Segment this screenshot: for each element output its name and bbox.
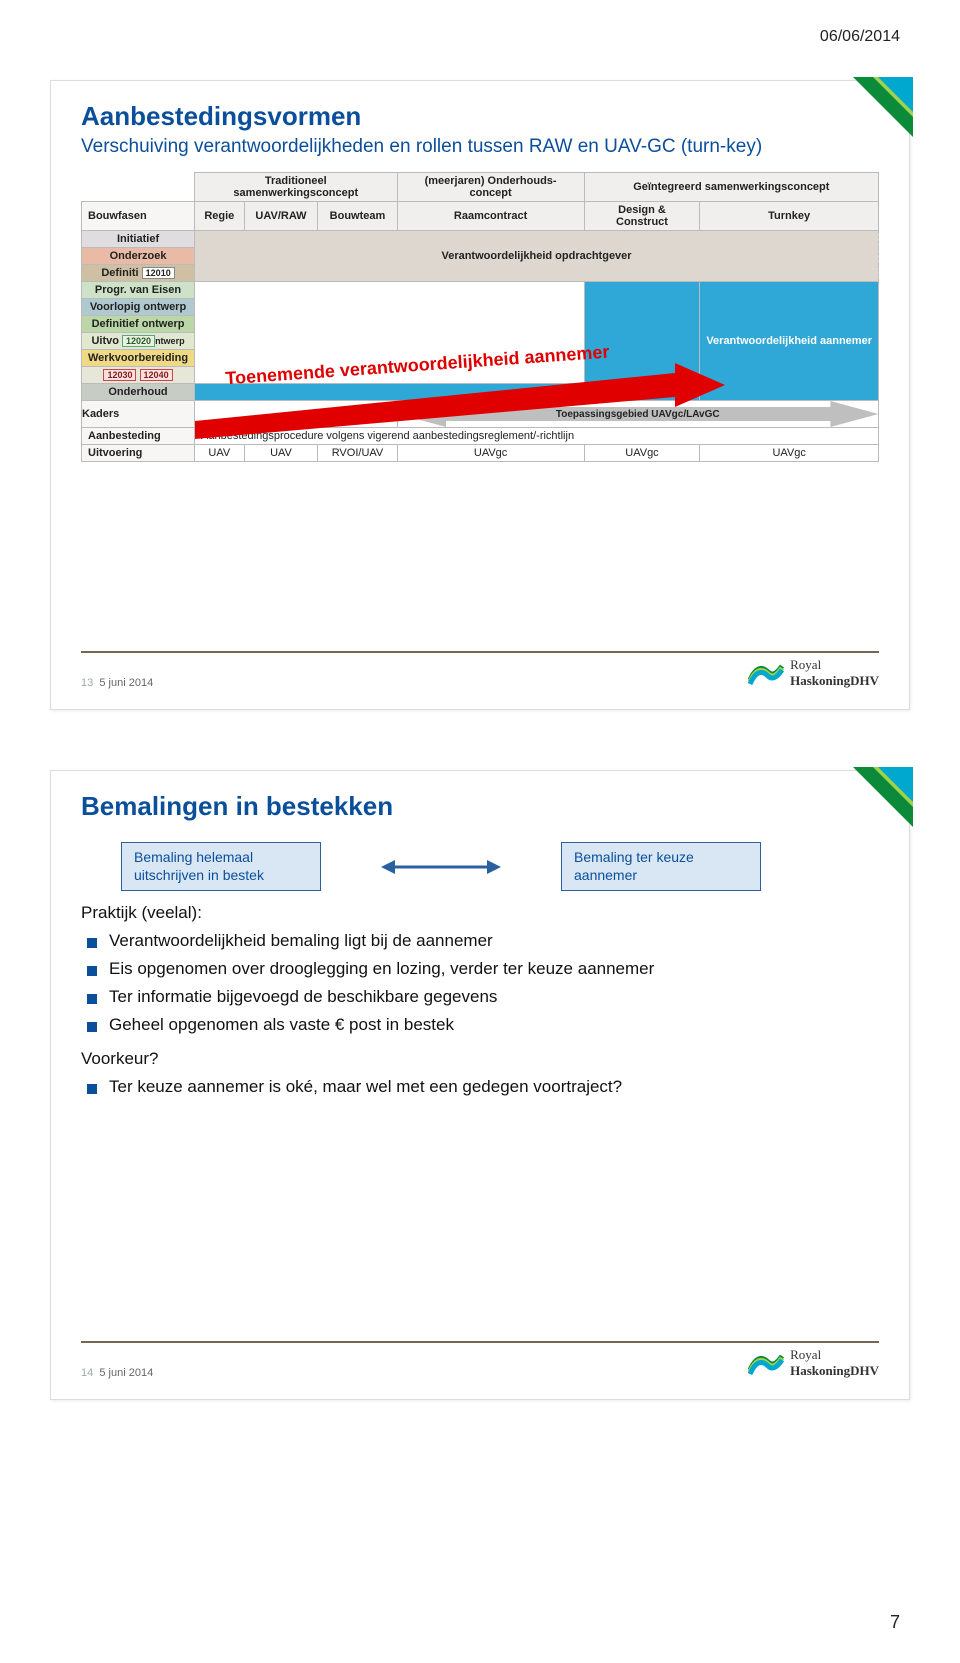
aannemer-zone: Verantwoordelijkheid aannemer xyxy=(700,282,879,401)
row-kaders: Kaders xyxy=(82,401,195,428)
document-page: 06/06/2014 Aanbestedingsvormen Verschuiv… xyxy=(0,0,960,1663)
bidir-arrow-icon xyxy=(381,855,501,879)
row-uitvoering: Uitvoering xyxy=(82,445,195,462)
phase-onderhoud: Onderhoud xyxy=(82,384,195,401)
box-uitschrijven: Bemaling helemaal uitschrijven in bestek xyxy=(121,842,321,891)
uitv-val-5: UAVgc xyxy=(700,445,879,462)
col-traditioneel: Traditioneel samenwerkingsconcept xyxy=(195,173,397,202)
bullets-praktijk: Verantwoordelijkheid bemaling ligt bij d… xyxy=(87,931,879,1035)
bullets-voorkeur: Ter keuze aannemer is oké, maar wel met … xyxy=(87,1077,879,1097)
page-number: 7 xyxy=(890,1612,900,1633)
phase-onderzoek: Onderzoek xyxy=(82,248,195,265)
phase-progr-van-eisen: Progr. van Eisen xyxy=(82,282,195,299)
phase-definitief-ontwerp: Definitief ontwerp xyxy=(82,316,195,333)
phase-uitvoering: 12030 12040 xyxy=(82,367,195,384)
slide-aanbestedingsvormen: Aanbestedingsvormen Verschuiving verantw… xyxy=(50,80,910,710)
col-bouwteam: Bouwteam xyxy=(318,202,397,231)
label-voorkeur: Voorkeur? xyxy=(81,1049,879,1069)
col-bouwfasen: Bouwfasen xyxy=(82,202,195,231)
slide-subtitle: Verschuiving verantwoordelijkheden en ro… xyxy=(81,136,879,158)
slide-footnote: 13 5 juni 2014 xyxy=(81,677,153,689)
phase-voorlopig: Voorlopig ontwerp xyxy=(82,299,195,316)
slide-title: Aanbestedingsvormen xyxy=(81,101,879,132)
phase-uitvoeringsontwerp: Uitvo 12020ntwerp xyxy=(82,333,195,350)
list-item: Ter keuze aannemer is oké, maar wel met … xyxy=(87,1077,879,1097)
phase-werkvoorbereiding: Werkvoorbereiding xyxy=(82,350,195,367)
list-item: Eis opgenomen over drooglegging en lozin… xyxy=(87,959,879,979)
boxes-row: Bemaling helemaal uitschrijven in bestek… xyxy=(121,842,879,891)
list-item: Geheel opgenomen als vaste € post in bes… xyxy=(87,1015,879,1035)
page-date: 06/06/2014 xyxy=(50,28,910,46)
col-turnkey: Turnkey xyxy=(700,202,879,231)
col-raamcontract: Raamcontract xyxy=(397,202,584,231)
phase-definitie: Definiti 12010 xyxy=(82,265,195,282)
list-item: Verantwoordelijkheid bemaling ligt bij d… xyxy=(87,931,879,951)
col-onderhoud-concept: (meerjaren) Onderhouds-concept xyxy=(397,173,584,202)
list-item: Ter informatie bijgevoegd de beschikbare… xyxy=(87,987,879,1007)
slide-title: Bemalingen in bestekken xyxy=(81,791,879,822)
opdrachtgever-zone: Verantwoordelijkheid opdrachtgever xyxy=(195,231,879,282)
row-aanbesteding: Aanbesteding xyxy=(82,428,195,445)
col-design-construct: Design & Construct xyxy=(584,202,700,231)
slide-bemalingen: Bemalingen in bestekken Bemaling helemaa… xyxy=(50,770,910,1400)
contract-table: Traditioneel samenwerkingsconcept (meerj… xyxy=(81,172,879,462)
box-ter-keuze: Bemaling ter keuze aannemer xyxy=(561,842,761,891)
col-geintegreerd: Geïntegreerd samenwerkingsconcept xyxy=(584,173,878,202)
phase-initiatief: Initiatief xyxy=(82,231,195,248)
label-praktijk: Praktijk (veelal): xyxy=(81,903,879,923)
slide-footnote: 14 5 juni 2014 xyxy=(81,1367,153,1379)
logo-royal-haskoningdhv: RoyalHaskoningDHV xyxy=(748,1347,879,1379)
logo-royal-haskoningdhv: RoyalHaskoningDHV xyxy=(748,657,879,689)
col-regie: Regie xyxy=(195,202,245,231)
col-uavraw: UAV/RAW xyxy=(244,202,318,231)
